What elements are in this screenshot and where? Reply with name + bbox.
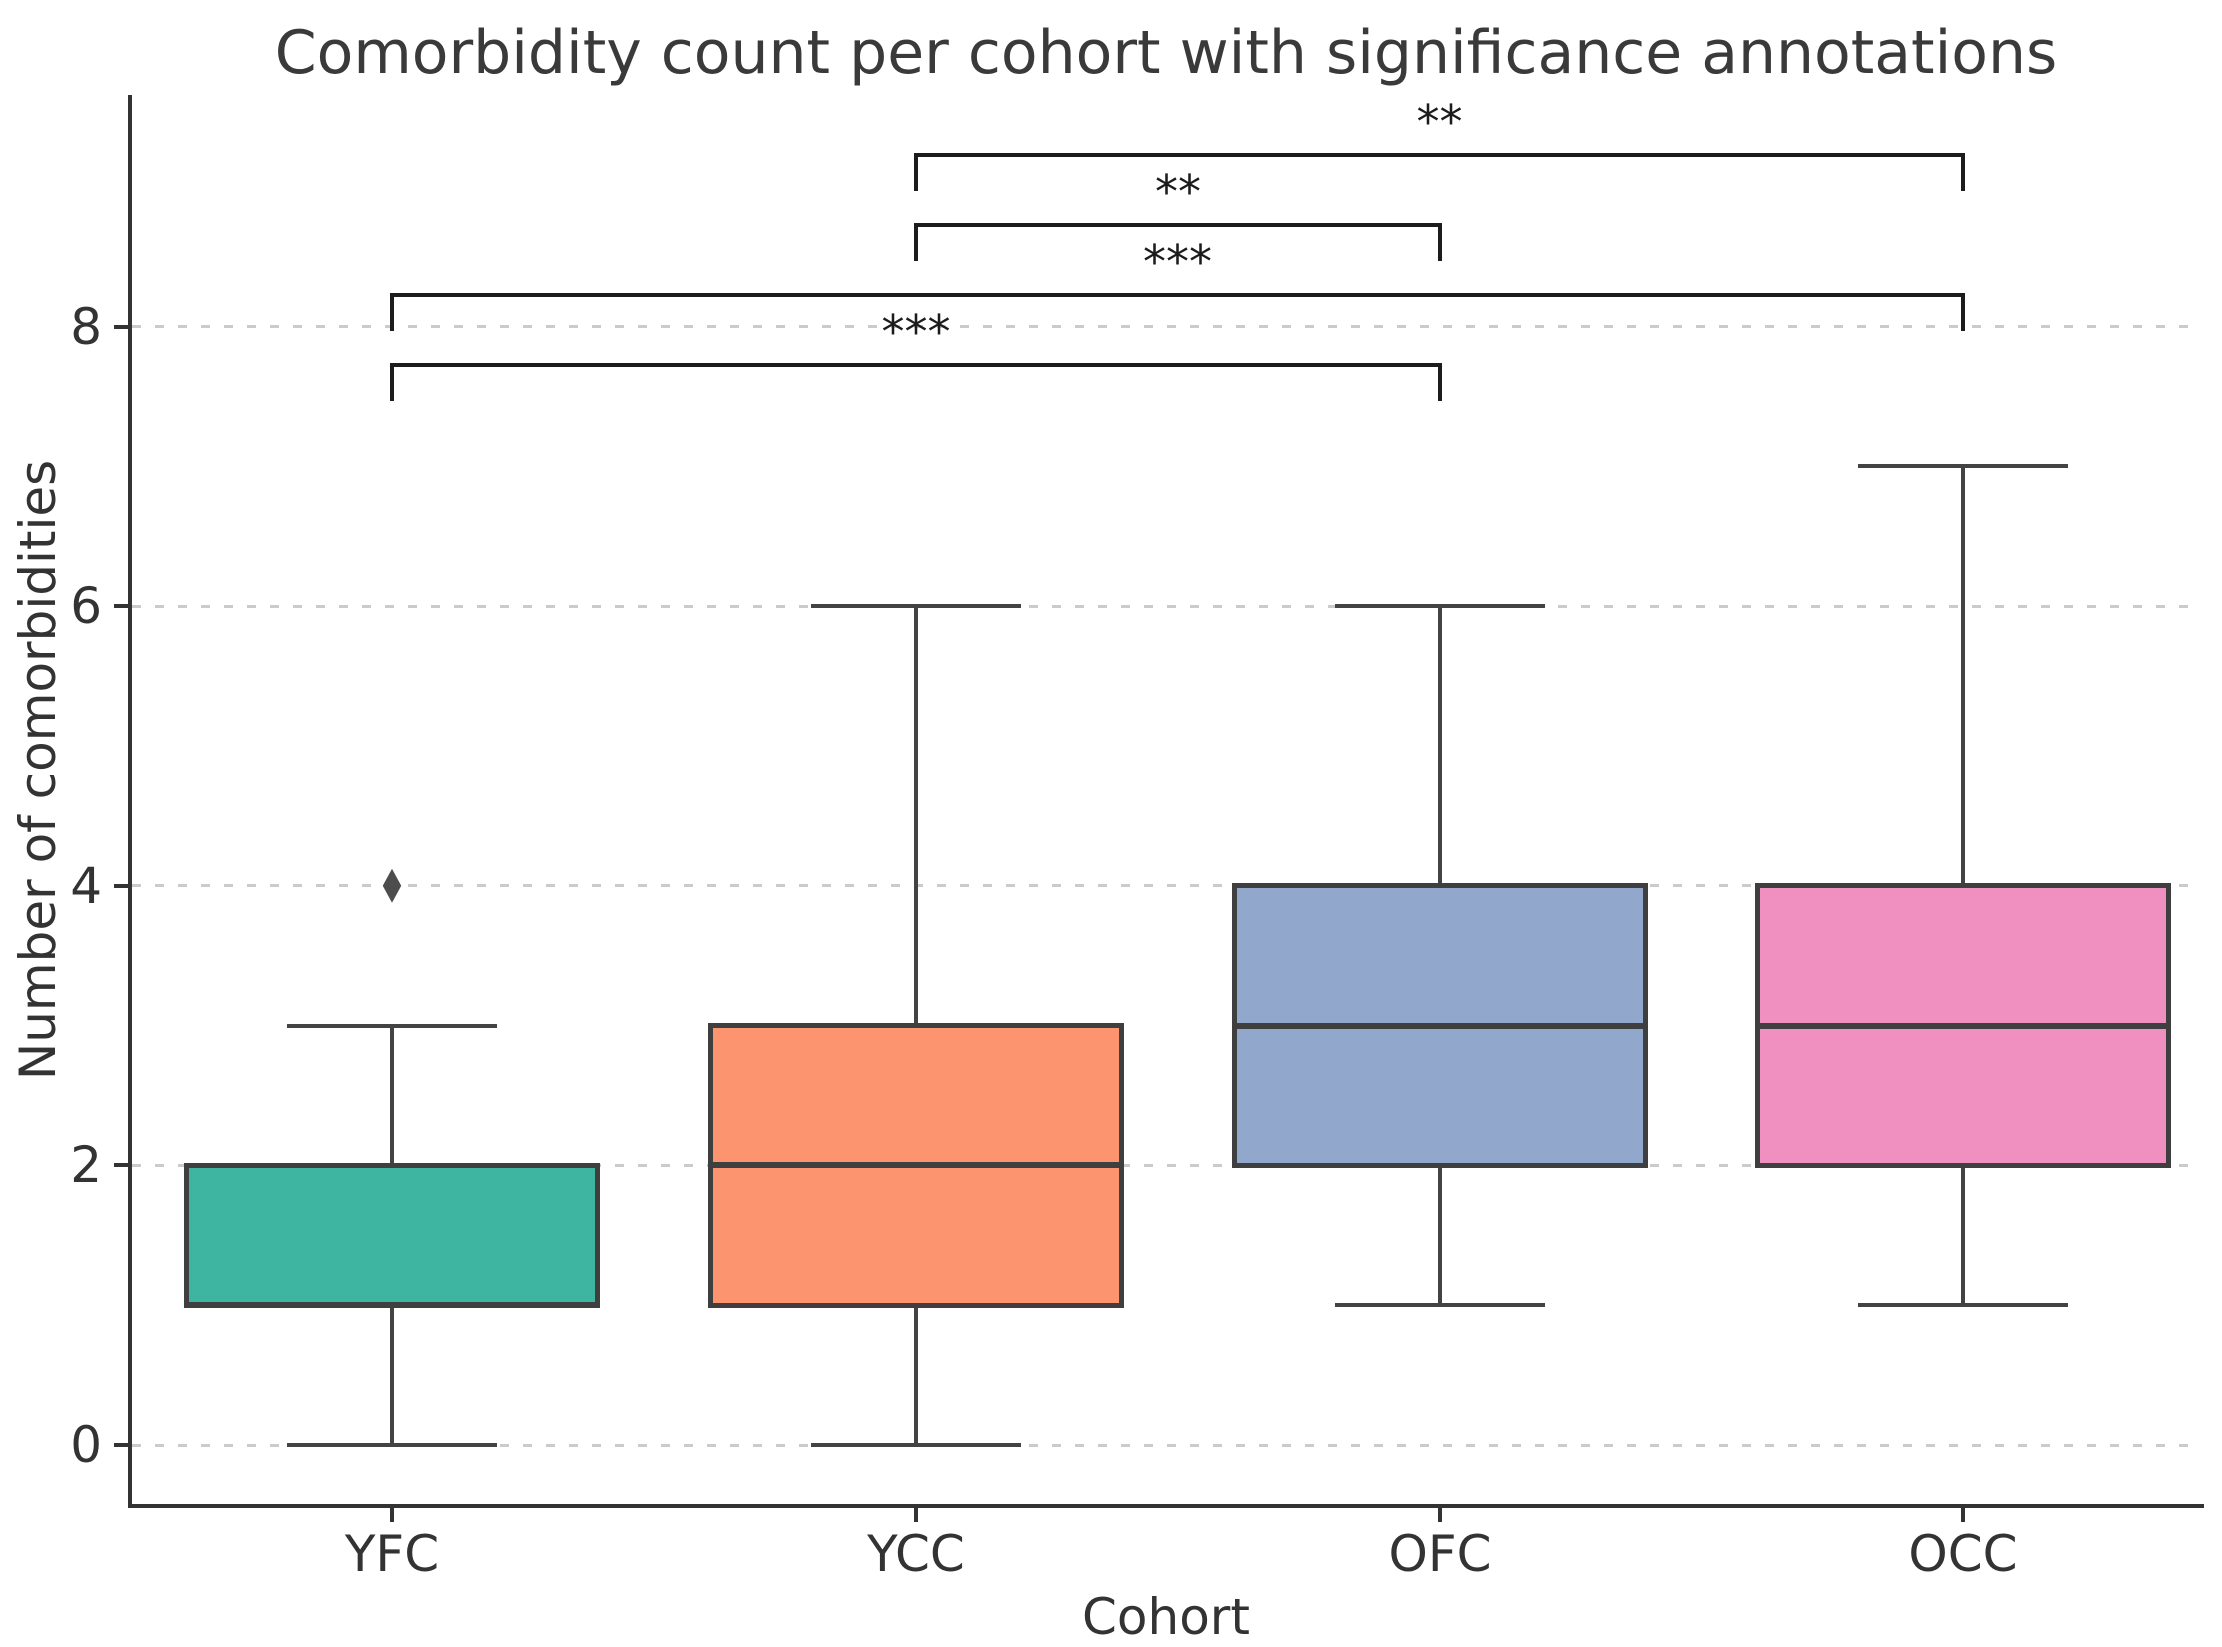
y-tick-label-6: 6: [70, 577, 102, 636]
gridline-0: [132, 1443, 2200, 1447]
y-tick-label-0: 0: [70, 1416, 102, 1474]
x-tick-YFC: [390, 1508, 394, 1522]
chart-title: Comorbidity count per cohort with signif…: [274, 18, 2058, 88]
whisker-cap-low-YCC: [811, 1443, 1021, 1447]
whisker-upper-YCC: [914, 606, 918, 1026]
y-tick-4: [114, 883, 128, 888]
x-axis-spine: [128, 1504, 2204, 1508]
whisker-cap-high-OCC: [1858, 464, 2068, 469]
whisker-upper-YFC: [390, 1025, 394, 1166]
significance-label-YCC-OFC: **: [1155, 165, 1201, 219]
median-OFC: [1236, 1022, 1644, 1029]
significance-label-YFC-OCC: ***: [1143, 235, 1212, 289]
x-axis-label: Cohort: [1082, 1588, 1250, 1646]
significance-bracket-YFC-OFC: [390, 363, 1442, 401]
significance-bracket-YFC-OCC: [390, 293, 1965, 331]
y-tick-label-2: 2: [70, 1136, 102, 1195]
whisker-cap-low-OFC: [1335, 1303, 1545, 1308]
whisker-upper-OFC: [1438, 606, 1442, 886]
significance-label-YCC-OCC: **: [1416, 95, 1463, 149]
gridline-4: [132, 884, 2200, 888]
gridline-6: [132, 604, 2200, 608]
median-YCC: [712, 1162, 1120, 1169]
y-tick-6: [114, 604, 128, 609]
gridline-8: [132, 325, 2200, 329]
significance-bracket-YCC-OFC: [914, 223, 1442, 261]
y-tick-8: [114, 324, 128, 329]
x-tick-label-OCC: OCC: [1908, 1525, 2018, 1583]
y-axis-spine: [128, 95, 132, 1508]
x-tick-OFC: [1438, 1508, 1442, 1522]
whisker-cap-high-YCC: [811, 604, 1021, 609]
box-YFC: [184, 1162, 600, 1308]
x-tick-OCC: [1961, 1508, 1965, 1522]
gridline-2: [132, 1163, 2200, 1167]
x-tick-label-YFC: YFC: [344, 1525, 440, 1583]
whisker-cap-high-OFC: [1335, 604, 1545, 609]
whisker-cap-low-OCC: [1858, 1303, 2068, 1308]
whisker-cap-low-YFC: [287, 1443, 497, 1447]
whisker-cap-high-YFC: [287, 1023, 497, 1028]
whisker-lower-YFC: [390, 1305, 394, 1445]
outlier-YFC-4: [382, 868, 402, 903]
median-YFC: [188, 1302, 596, 1309]
y-tick-2: [114, 1163, 128, 1168]
significance-bracket-YCC-OCC: [914, 153, 1965, 191]
significance-label-YFC-OFC: ***: [881, 305, 951, 359]
y-tick-0: [114, 1443, 128, 1447]
x-tick-label-YCC: YCC: [867, 1525, 965, 1583]
median-OCC: [1759, 1022, 2167, 1029]
x-tick-label-OFC: OFC: [1388, 1525, 1492, 1583]
whisker-lower-YCC: [914, 1305, 918, 1445]
x-tick-YCC: [914, 1508, 918, 1522]
y-tick-label-4: 4: [70, 856, 102, 915]
whisker-upper-OCC: [1961, 466, 1965, 886]
whisker-lower-OCC: [1961, 1165, 1965, 1306]
whisker-lower-OFC: [1438, 1165, 1442, 1306]
y-tick-label-8: 8: [70, 297, 102, 356]
